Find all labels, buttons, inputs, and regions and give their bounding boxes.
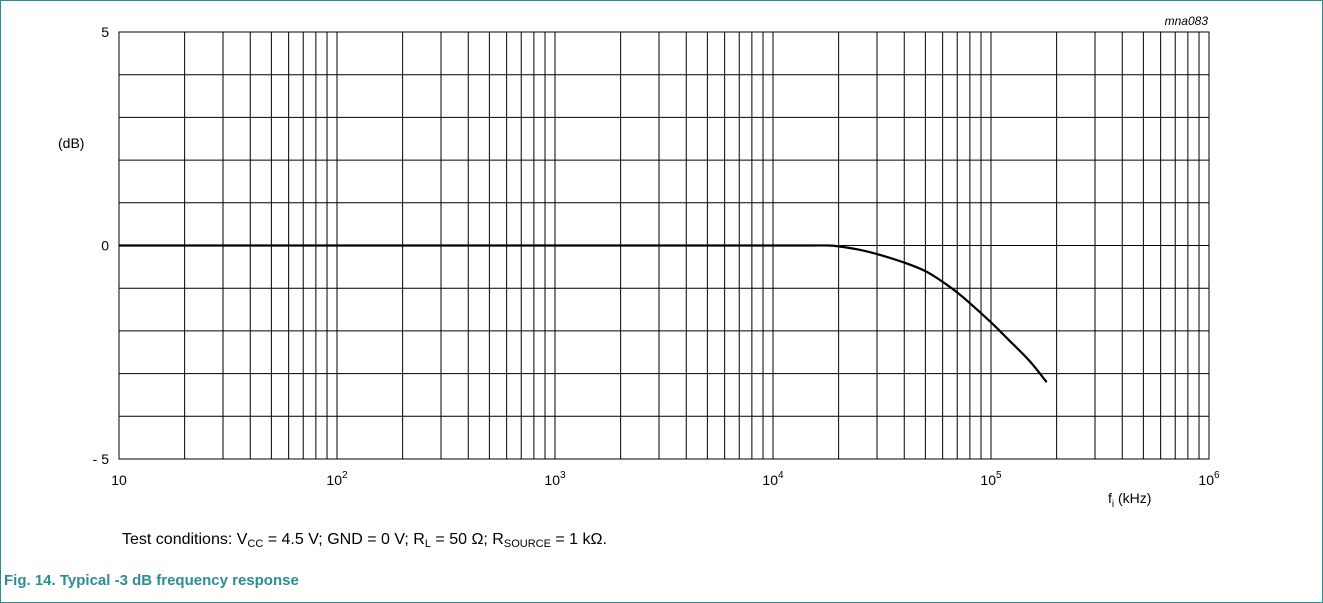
x-axis-label: fi (kHz) <box>1108 490 1151 510</box>
x-tick-base: 10 <box>544 472 560 488</box>
conditions-prefix: Test conditions: V <box>122 531 247 548</box>
x-tick-base: 10 <box>111 472 127 488</box>
figure-caption: Fig. 14. Typical -3 dB frequency respons… <box>4 572 299 589</box>
x-tick-label: 104 <box>762 470 784 488</box>
x-tick-label: 105 <box>980 470 1002 488</box>
conditions-vcc-rest: = 4.5 V; GND = 0 V; R <box>263 531 425 548</box>
x-tick-exponent: 5 <box>996 470 1002 481</box>
x-tick-label: 106 <box>1198 470 1220 488</box>
x-tick-base: 10 <box>1198 472 1214 488</box>
x-tick-exponent: 6 <box>1214 470 1220 481</box>
series-line-response <box>119 245 1047 382</box>
x-tick-label: 102 <box>326 470 348 488</box>
x-tick-label: 10 <box>111 472 127 488</box>
x-tick-exponent: 4 <box>778 470 784 481</box>
conditions-rs-rest: = 1 kΩ. <box>551 531 607 548</box>
conditions-rs-sub: SOURCE <box>504 538 551 550</box>
x-tick-base: 10 <box>980 472 996 488</box>
conditions-vcc-sub: CC <box>247 538 263 550</box>
x-tick-base: 10 <box>762 472 778 488</box>
x-tick-label: 103 <box>544 470 566 488</box>
x-tick-exponent: 3 <box>560 470 566 481</box>
y-tick-label: 0 <box>101 238 109 254</box>
test-conditions: Test conditions: VCC = 4.5 V; GND = 0 V;… <box>122 531 607 550</box>
x-tick-exponent: 2 <box>342 470 348 481</box>
y-tick-label: - 5 <box>93 451 110 467</box>
x-axis-label-unit: (kHz) <box>1114 490 1151 506</box>
x-tick-base: 10 <box>326 472 342 488</box>
conditions-rl-rest: = 50 Ω; R <box>431 531 504 548</box>
y-axis-label: (dB) <box>58 135 84 151</box>
y-tick-label: 5 <box>101 24 109 40</box>
figure-code: mna083 <box>1165 14 1209 28</box>
